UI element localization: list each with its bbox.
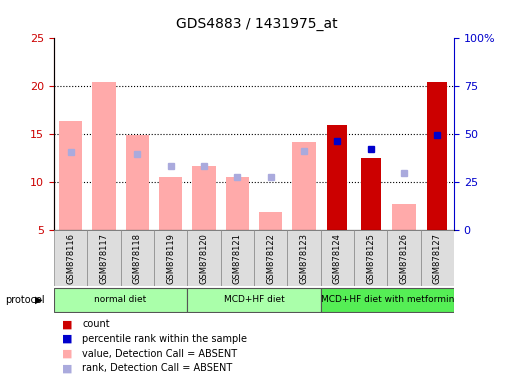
Bar [54,288,187,312]
Bar [321,288,454,312]
Text: GSM878120: GSM878120 [200,233,208,284]
Bar [187,230,221,286]
Text: ■: ■ [62,334,72,344]
Text: value, Detection Call = ABSENT: value, Detection Call = ABSENT [82,349,237,359]
Text: GSM878118: GSM878118 [133,233,142,284]
Text: normal diet: normal diet [94,295,147,304]
Text: percentile rank within the sample: percentile rank within the sample [82,334,247,344]
Text: GSM878117: GSM878117 [100,233,108,284]
Text: MCD+HF diet with metformin: MCD+HF diet with metformin [321,295,454,304]
Bar [126,135,149,230]
Bar [154,230,187,286]
Bar [361,158,381,230]
Text: protocol: protocol [5,295,45,305]
Text: ■: ■ [62,363,72,373]
Bar [287,230,321,286]
Text: ▶: ▶ [35,295,43,305]
Text: GSM878122: GSM878122 [266,233,275,284]
Bar [254,230,287,286]
Bar [226,177,249,230]
Bar [387,230,421,286]
Text: count: count [82,319,110,329]
Text: rank, Detection Call = ABSENT: rank, Detection Call = ABSENT [82,363,232,373]
Bar [327,125,347,230]
Text: ■: ■ [62,319,72,329]
Bar [292,142,315,230]
Bar [92,81,115,230]
Bar [392,204,416,230]
Bar [192,166,215,230]
Text: GSM878124: GSM878124 [333,233,342,284]
Text: GSM878121: GSM878121 [233,233,242,284]
Text: GDS4883 / 1431975_at: GDS4883 / 1431975_at [175,17,338,31]
Text: GSM878123: GSM878123 [300,233,308,284]
Bar [187,288,321,312]
Bar [354,230,387,286]
Text: GSM878125: GSM878125 [366,233,375,284]
Text: GSM878127: GSM878127 [433,233,442,284]
Bar [427,81,447,230]
Bar [121,230,154,286]
Bar [159,177,182,230]
Bar [59,121,82,230]
Text: ■: ■ [62,349,72,359]
Text: MCD+HF diet: MCD+HF diet [224,295,284,304]
Bar [259,212,282,230]
Bar [221,230,254,286]
Text: GSM878116: GSM878116 [66,233,75,284]
Bar [54,230,87,286]
Bar [421,230,454,286]
Text: GSM878126: GSM878126 [400,233,408,284]
Text: GSM878119: GSM878119 [166,233,175,284]
Bar [321,230,354,286]
Bar [87,230,121,286]
